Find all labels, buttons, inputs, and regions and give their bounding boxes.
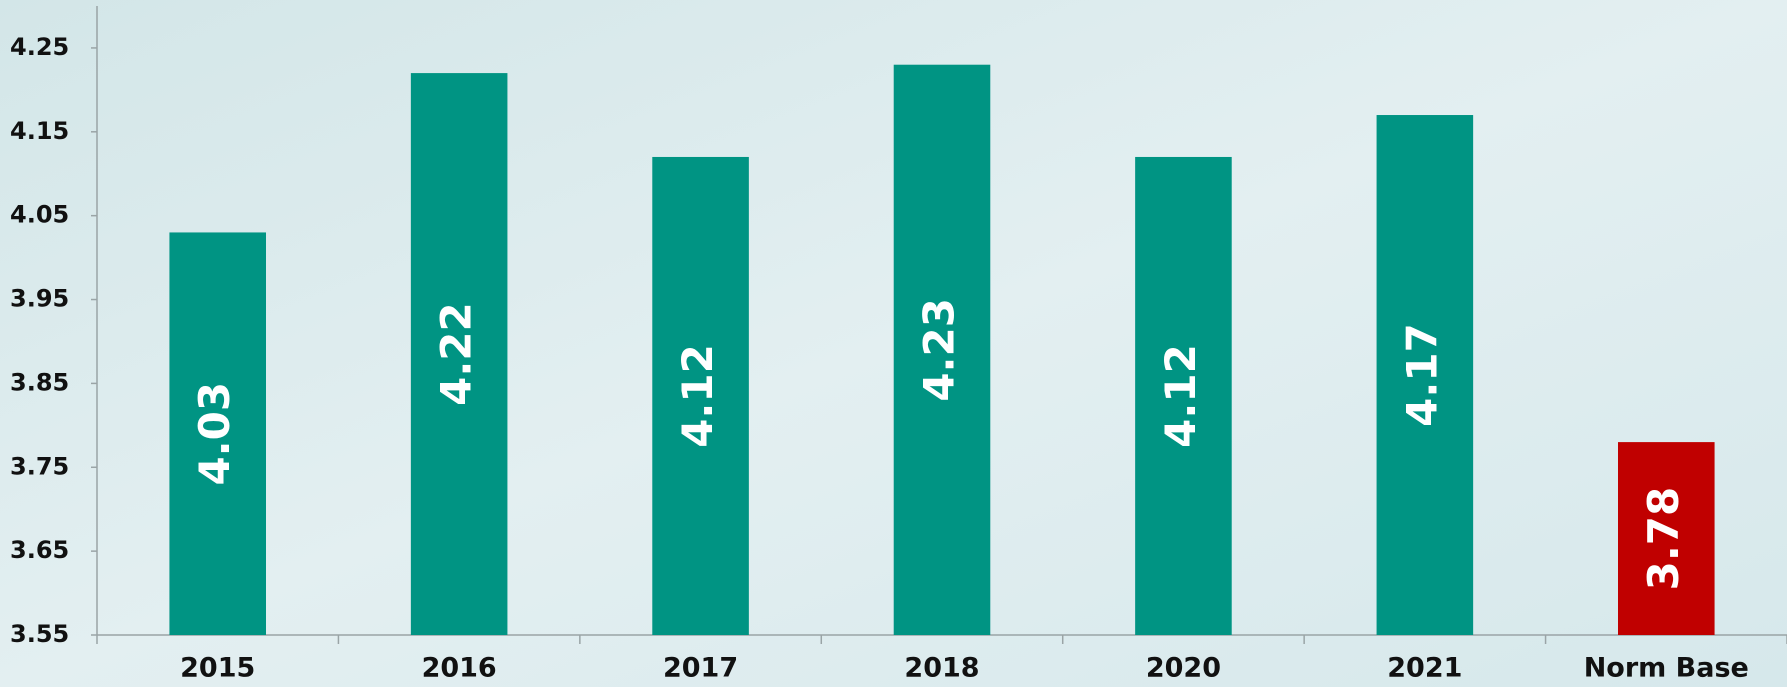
x-tick-label: 2020 (1146, 653, 1221, 684)
y-tick-label: 4.25 (10, 33, 69, 61)
y-tick-label: 3.85 (10, 368, 69, 396)
y-tick-label: 4.05 (10, 201, 69, 229)
x-tick-label: 2017 (663, 653, 738, 684)
value-label: 4.03 (190, 382, 239, 486)
x-tick-label: 2021 (1387, 653, 1462, 684)
x-tick-label: 2015 (180, 653, 255, 684)
x-tick-label: 2018 (904, 653, 979, 684)
background (0, 0, 1787, 687)
value-label: 3.78 (1639, 487, 1688, 591)
y-tick-label: 4.15 (10, 117, 69, 145)
value-label: 4.12 (673, 344, 722, 448)
value-label: 4.23 (915, 298, 964, 402)
y-tick-label: 3.95 (10, 285, 69, 313)
page: 3.55 3.65 3.75 3.85 3.95 4.05 4.15 4.25 2015 4.03… (0, 0, 1787, 687)
value-label: 4.22 (432, 302, 481, 406)
y-tick-label: 3.75 (10, 452, 69, 480)
value-label: 4.17 (1397, 323, 1446, 427)
chart: 3.55 3.65 3.75 3.85 3.95 4.05 4.15 4.25 2015 4.03… (0, 0, 1787, 687)
y-tick-label: 3.65 (10, 536, 69, 564)
y-tick-label: 3.55 (10, 620, 69, 648)
value-label: 4.12 (1156, 344, 1205, 448)
x-tick-label: Norm Base (1584, 653, 1749, 684)
x-tick-label: 2016 (422, 653, 497, 684)
